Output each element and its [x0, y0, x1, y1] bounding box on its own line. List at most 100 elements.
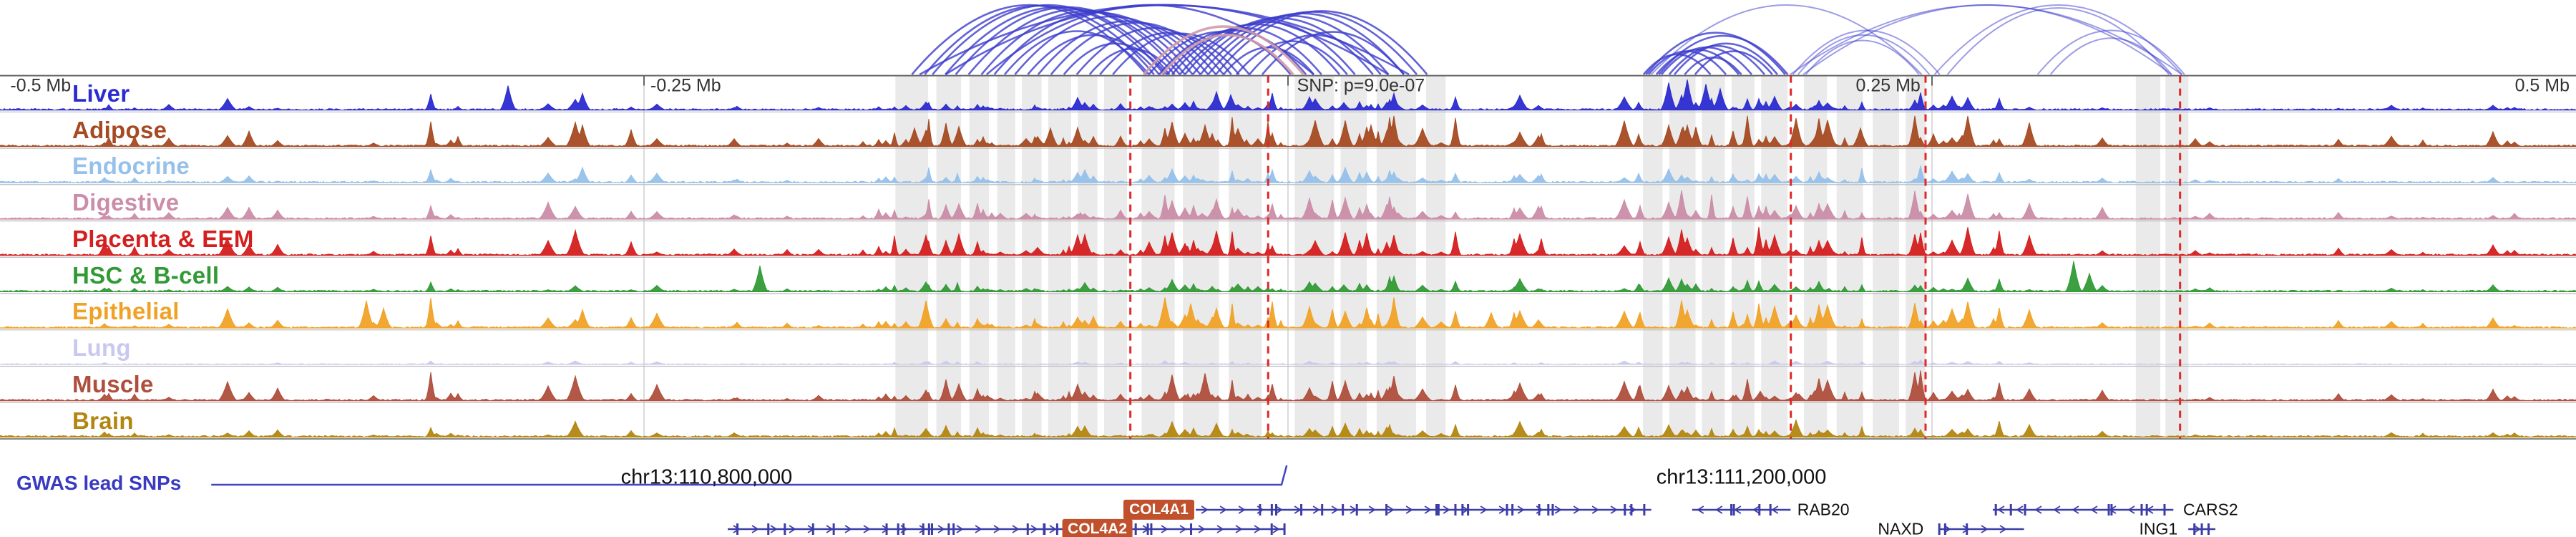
strand-arrow-icon — [1573, 505, 1581, 514]
gene-model-cars2 — [1992, 504, 2174, 516]
interaction-arc — [1805, 39, 1920, 75]
interaction-arc — [967, 9, 1186, 75]
signal-track-lung — [0, 359, 2576, 365]
strand-arrow-icon — [733, 525, 741, 533]
strand-arrow-icon — [1591, 505, 1599, 514]
interaction-arc — [1645, 32, 1786, 75]
strand-arrow-icon — [1179, 525, 1187, 533]
snp-lines-layer — [1129, 75, 2182, 439]
strand-arrow-icon — [1368, 505, 1376, 514]
signal-track-placenta-eem — [0, 226, 2576, 256]
interaction-arc — [1650, 4, 1923, 75]
strand-arrow-icon — [1999, 525, 2007, 533]
strand-arrow-icon — [1734, 505, 1742, 514]
strand-arrow-icon — [2072, 505, 2079, 514]
interaction-arc — [1674, 42, 1778, 75]
strand-arrow-icon — [1997, 505, 2005, 514]
strand-arrow-icon — [993, 525, 1001, 533]
strand-arrow-icon — [1238, 505, 1246, 514]
strand-arrow-icon — [1480, 505, 1488, 514]
strand-arrow-icon — [956, 525, 964, 533]
interaction-arc — [1171, 23, 1340, 75]
strand-arrow-icon — [1771, 505, 1779, 514]
strand-arrow-icon — [1610, 505, 1618, 514]
strand-arrow-icon — [789, 525, 796, 533]
interaction-arc — [1792, 29, 1941, 75]
interaction-arc — [1236, 40, 1348, 75]
strand-arrow-icon — [1216, 525, 1224, 533]
interaction-arc — [911, 4, 1147, 75]
strand-arrow-icon — [1312, 505, 1320, 514]
signal-track-adipose — [0, 115, 2576, 147]
interaction-arc — [1179, 21, 1356, 75]
strand-arrow-icon — [1443, 505, 1450, 514]
signal-track-endocrine — [0, 165, 2576, 183]
signal-track-muscle — [0, 370, 2576, 402]
strand-arrow-icon — [1272, 525, 1280, 533]
signal-track-digestive — [0, 190, 2576, 220]
interaction-arc — [1088, 48, 1176, 75]
strand-arrow-icon — [2109, 505, 2117, 514]
strand-arrow-icon — [1030, 525, 1038, 533]
arcs-layer — [911, 4, 2185, 76]
interaction-arc-alt — [1161, 34, 1294, 76]
interaction-arc — [1946, 7, 2170, 75]
strand-arrow-icon — [1424, 505, 1432, 514]
strand-arrow-icon — [2090, 505, 2098, 514]
strand-arrow-icon — [751, 525, 759, 533]
strand-arrow-icon — [826, 525, 834, 533]
gene-model-rab20 — [1692, 504, 1791, 516]
strand-arrow-icon — [1235, 525, 1243, 533]
strand-arrow-icon — [1275, 505, 1283, 514]
gwas-lead-snp-line — [211, 465, 1288, 486]
strand-arrow-icon — [770, 525, 778, 533]
interaction-arc — [1037, 20, 1217, 75]
strand-arrow-icon — [844, 525, 852, 533]
signal-track-hsc-b-cell — [0, 261, 2576, 293]
gene-model-col4a2 — [728, 523, 1286, 535]
strand-arrow-icon — [1012, 525, 1020, 533]
signal-track-liver — [0, 79, 2576, 111]
signal-track-epithelial — [0, 297, 2576, 329]
strand-arrow-icon — [1254, 525, 1262, 533]
strand-arrow-icon — [2053, 505, 2061, 514]
strand-arrow-icon — [1201, 505, 1209, 514]
interaction-arc — [2049, 37, 2172, 75]
strand-arrow-icon — [2193, 525, 2201, 533]
ruler-layer — [0, 74, 2576, 440]
interaction-arc — [932, 4, 1166, 75]
strand-arrow-icon — [1049, 525, 1057, 533]
strand-arrow-icon — [1715, 505, 1723, 514]
gene-model-naxd — [1938, 523, 2024, 535]
strand-arrow-icon — [1962, 525, 1970, 533]
interaction-arc — [1099, 32, 1240, 75]
strand-arrow-icon — [2127, 505, 2135, 514]
strand-arrow-icon — [1198, 525, 1206, 533]
strand-arrow-icon — [937, 525, 945, 533]
strand-arrow-icon — [1387, 505, 1395, 514]
strand-arrow-icon — [1405, 505, 1413, 514]
annotations-layer — [211, 465, 2215, 535]
strand-arrow-icon — [1219, 505, 1227, 514]
strand-arrow-icon — [2016, 505, 2024, 514]
interaction-arc — [1797, 34, 1931, 75]
strand-arrow-icon — [1517, 505, 1525, 514]
interaction-arc — [1668, 44, 1765, 75]
interaction-arc — [1694, 50, 1773, 75]
interaction-arc — [1658, 34, 1789, 75]
interaction-arc — [2036, 29, 2185, 75]
interaction-arc-alt — [1143, 25, 1304, 76]
gene-model-ing1 — [2188, 523, 2215, 535]
strand-arrow-icon — [1161, 525, 1169, 533]
strand-arrow-icon — [1752, 505, 1760, 514]
interaction-arc — [1262, 31, 1405, 75]
interaction-arc — [1215, 10, 1428, 75]
strand-arrow-icon — [1331, 505, 1339, 514]
strand-arrow-icon — [2034, 505, 2042, 514]
strand-arrow-icon — [1498, 505, 1506, 514]
interaction-arc — [1802, 4, 2172, 75]
strand-arrow-icon — [1697, 505, 1704, 514]
strand-arrow-icon — [882, 525, 889, 533]
strand-arrow-icon — [863, 525, 871, 533]
